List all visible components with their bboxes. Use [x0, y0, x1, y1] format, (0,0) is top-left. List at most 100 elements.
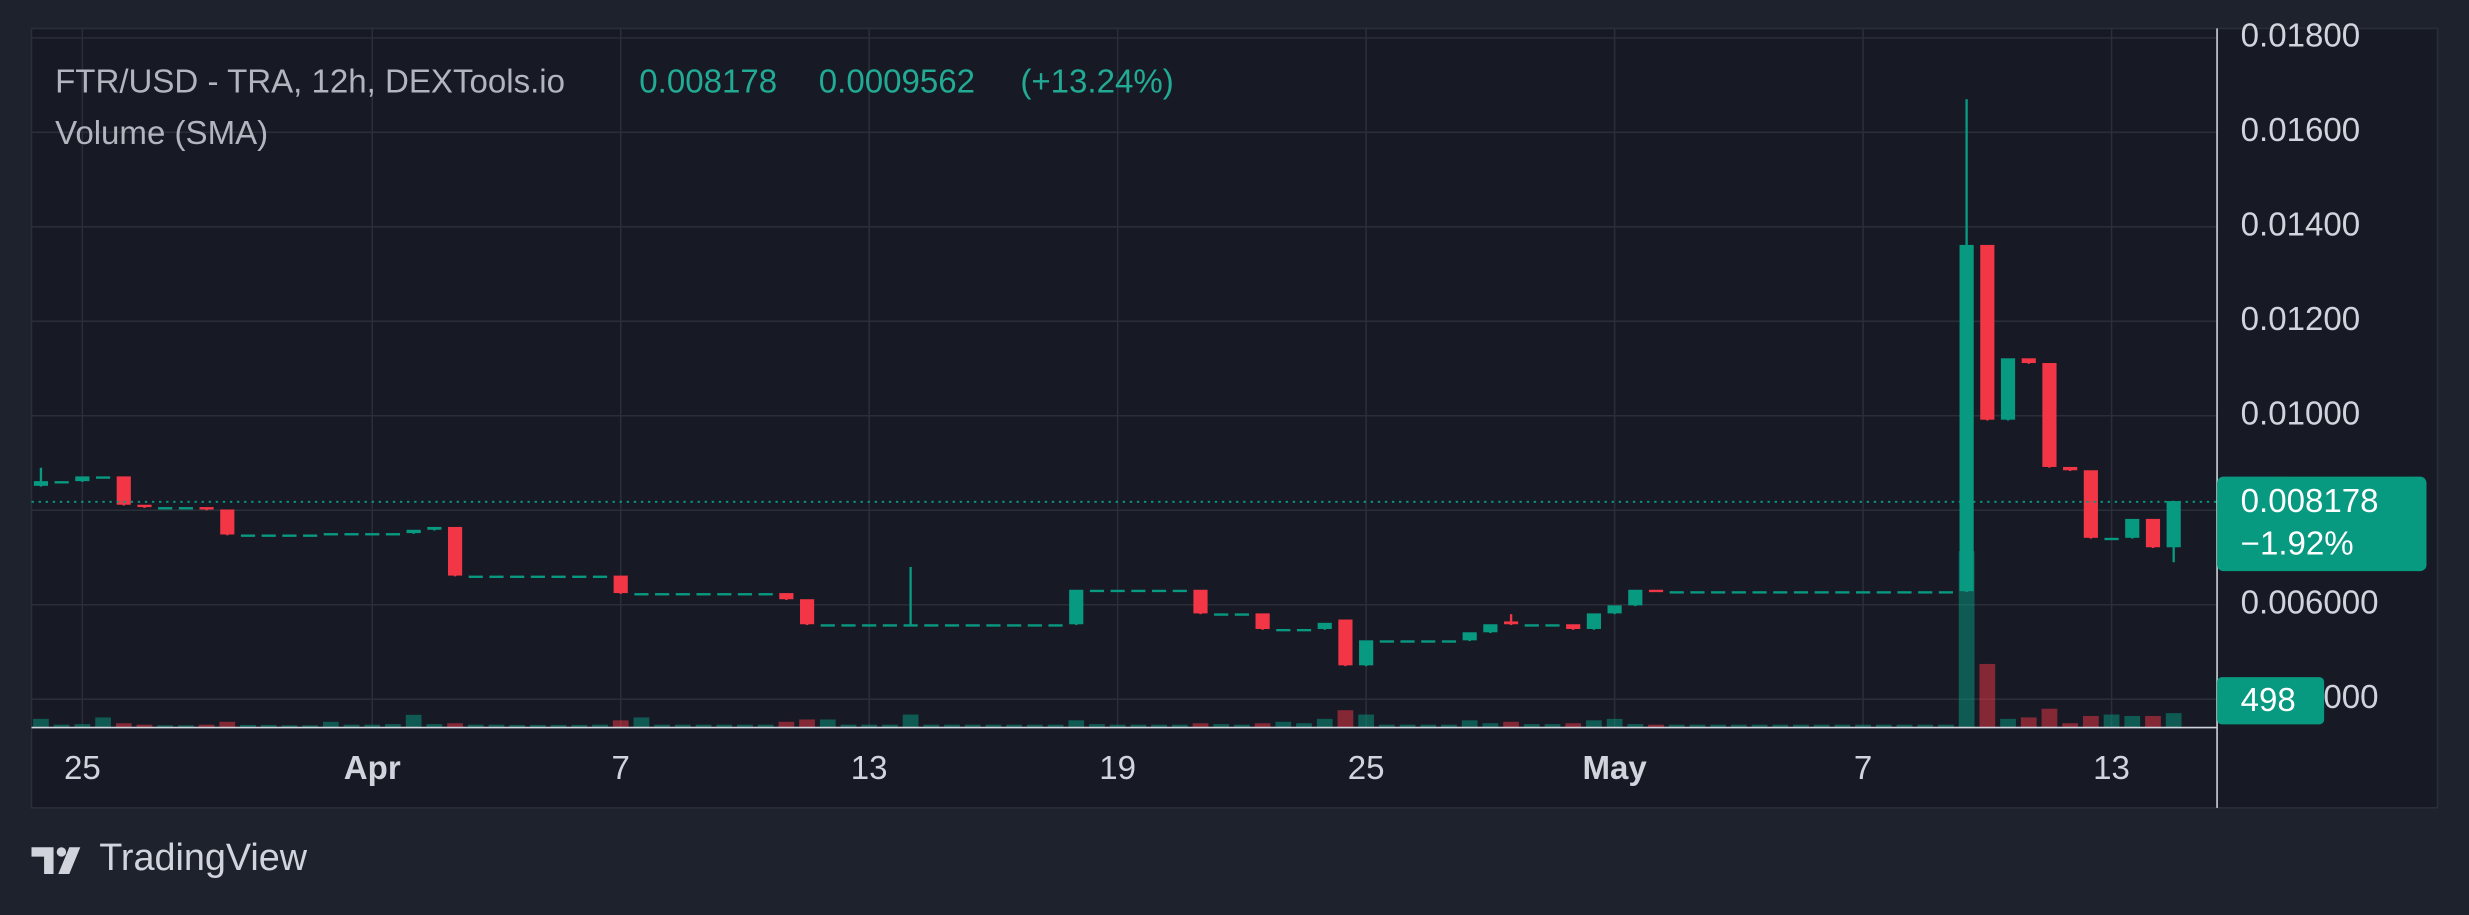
- volume-bar: [364, 724, 381, 728]
- brand-name: TradingView: [99, 837, 308, 879]
- candle-body: [799, 599, 815, 625]
- volume-bar: [95, 717, 111, 728]
- candle-body: [1876, 591, 1891, 594]
- volume-bar: [1896, 724, 1913, 728]
- last-price-box: [2217, 476, 2427, 572]
- volume-bar: [136, 724, 153, 728]
- volume-bar: [840, 724, 857, 728]
- volume-bar: [923, 724, 940, 728]
- y-tick-label: 0.006000: [2241, 584, 2379, 621]
- candle-body: [1669, 591, 1684, 594]
- volume-bar: [1917, 724, 1934, 728]
- candle-body: [1856, 591, 1871, 594]
- volume-bar: [1441, 724, 1457, 728]
- volume-bar: [1689, 724, 1706, 728]
- volume-bar: [1089, 724, 1105, 728]
- plot-area: [30, 27, 2439, 809]
- volume-bar: [1544, 724, 1561, 728]
- volume-bar: [1958, 551, 1975, 728]
- volume-value-box: [2217, 677, 2325, 725]
- volume-bar: [1234, 724, 1250, 728]
- volume-bar: [1730, 724, 1747, 728]
- candle-body: [1586, 613, 1601, 629]
- volume-bar: [115, 723, 132, 728]
- x-tick-label: 7: [612, 750, 630, 787]
- candle-body: [1400, 640, 1415, 643]
- volume-bar: [426, 724, 443, 728]
- volume-bar: [1523, 724, 1540, 728]
- candle-body: [1607, 605, 1622, 614]
- candle-body: [551, 575, 566, 578]
- last-change-label: −1.92%: [2241, 526, 2354, 563]
- volume-bar: [2082, 715, 2099, 728]
- candle-body: [137, 504, 152, 508]
- last-price: 0.008178: [639, 63, 777, 100]
- candle-body: [1296, 628, 1312, 632]
- candle-body: [95, 476, 111, 479]
- volume-bar: [405, 714, 422, 728]
- volume-value-label: 498: [2241, 682, 2296, 719]
- candle-body: [1441, 640, 1457, 643]
- volume-bar: [467, 724, 484, 728]
- candle-body: [1566, 624, 1581, 629]
- candle-body: [655, 593, 670, 596]
- candle-body: [737, 593, 753, 596]
- volume-bar: [1213, 724, 1230, 728]
- candle-body: [986, 624, 1001, 627]
- candle-body: [1814, 591, 1829, 594]
- y-tick-label: 0.01200: [2241, 301, 2360, 338]
- volume-bar: [2020, 717, 2037, 728]
- candle-body: [530, 575, 545, 578]
- candle-body: [199, 507, 214, 510]
- candle-body: [261, 534, 276, 537]
- volume-bar: [571, 724, 588, 728]
- candle-body: [1379, 640, 1394, 643]
- candle-body: [2021, 358, 2036, 364]
- candle-body: [1214, 613, 1229, 616]
- candle-body: [1069, 589, 1084, 625]
- x-tick-label: May: [1582, 750, 1647, 787]
- price-change-percent: (+13.24%): [1020, 63, 1173, 100]
- volume-bar: [157, 725, 174, 728]
- x-tick-label: Apr: [344, 750, 401, 787]
- candle-body: [1503, 621, 1519, 625]
- volume-bar: [53, 724, 70, 728]
- candle-body: [303, 534, 318, 537]
- volume-bar: [1047, 724, 1064, 728]
- volume-bar: [1296, 723, 1312, 728]
- candle-body: [75, 476, 90, 482]
- candle-body: [862, 624, 877, 627]
- candle-body: [489, 575, 504, 578]
- candle-body: [2042, 363, 2057, 467]
- candle-body: [1462, 632, 1477, 641]
- candle-body: [510, 575, 525, 578]
- candle-body: [1131, 589, 1146, 593]
- volume-bar: [757, 724, 774, 728]
- volume-bar: [322, 721, 339, 728]
- candle-body: [468, 575, 483, 578]
- volume-bar: [74, 724, 91, 728]
- candle-body: [1918, 591, 1933, 594]
- volume-bar: [302, 725, 318, 728]
- price-change: 0.0009562: [819, 63, 975, 100]
- candle-body: [1276, 628, 1291, 632]
- volume-bar: [944, 724, 960, 728]
- volume-bar: [882, 724, 898, 728]
- volume-bar: [488, 724, 505, 728]
- volume-bar: [178, 725, 194, 728]
- candle-body: [1151, 589, 1167, 593]
- x-tick-label: 25: [1348, 750, 1385, 787]
- volume-bar: [1130, 724, 1147, 728]
- candle-body: [116, 476, 131, 505]
- candle-body: [965, 624, 980, 627]
- candle-body: [1110, 589, 1125, 593]
- volume-bar: [1461, 720, 1478, 728]
- candle-body: [1711, 591, 1726, 594]
- volume-bar: [1482, 723, 1499, 728]
- volume-bar: [1316, 718, 1333, 728]
- candle-body: [1793, 591, 1809, 594]
- volume-bar: [260, 724, 277, 728]
- volume-bar: [1751, 724, 1768, 728]
- last-price-label: 0.008178: [2241, 483, 2379, 520]
- volume-bar: [716, 724, 733, 728]
